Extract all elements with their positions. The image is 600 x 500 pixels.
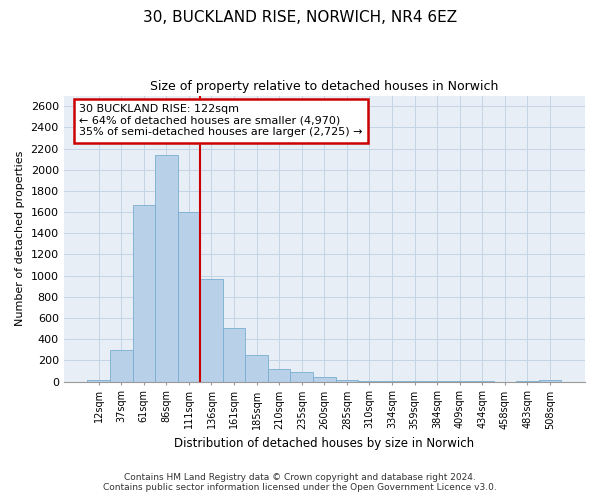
Bar [358, 381, 381, 382]
X-axis label: Distribution of detached houses by size in Norwich: Distribution of detached houses by size … [174, 437, 475, 450]
Bar [290, 372, 313, 382]
Text: 30 BUCKLAND RISE: 122sqm
← 64% of detached houses are smaller (4,970)
35% of sem: 30 BUCKLAND RISE: 122sqm ← 64% of detach… [79, 104, 363, 138]
Bar [335, 380, 358, 382]
Title: Size of property relative to detached houses in Norwich: Size of property relative to detached ho… [150, 80, 499, 93]
Bar [200, 279, 223, 382]
Bar [381, 381, 403, 382]
Bar [178, 212, 200, 382]
Bar [313, 378, 335, 382]
Bar [539, 380, 562, 382]
Bar [223, 328, 245, 382]
Bar [110, 350, 133, 382]
Bar [88, 380, 110, 382]
Bar [133, 204, 155, 382]
Bar [245, 355, 268, 382]
Y-axis label: Number of detached properties: Number of detached properties [15, 151, 25, 326]
Text: Contains HM Land Registry data © Crown copyright and database right 2024.
Contai: Contains HM Land Registry data © Crown c… [103, 473, 497, 492]
Bar [268, 369, 290, 382]
Text: 30, BUCKLAND RISE, NORWICH, NR4 6EZ: 30, BUCKLAND RISE, NORWICH, NR4 6EZ [143, 10, 457, 25]
Bar [155, 155, 178, 382]
